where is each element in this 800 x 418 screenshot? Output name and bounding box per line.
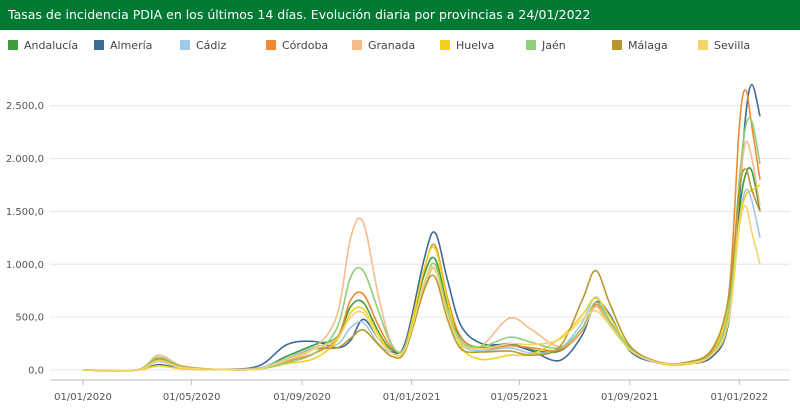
legend-swatch — [180, 40, 190, 50]
legend-swatch — [440, 40, 450, 50]
legend-swatch — [266, 40, 276, 50]
legend-label: Granada — [368, 38, 416, 52]
legend-label: Málaga — [628, 38, 668, 52]
legend-label: Almería — [110, 38, 153, 52]
series-line-jaen[interactable] — [82, 117, 761, 372]
legend-label: Andalucía — [24, 38, 79, 52]
legend-item-huelva[interactable]: Huelva — [440, 36, 494, 54]
legend-item-cordoba[interactable]: Córdoba — [266, 36, 328, 54]
series-line-almeria[interactable] — [82, 83, 761, 372]
x-axis: 01/01/2020 01/05/2020 01/09/2020 01/01/2021… — [50, 379, 790, 403]
y-tick-label: 2.000,0 — [6, 154, 44, 165]
legend-item-malaga[interactable]: Málaga — [612, 36, 668, 54]
legend-swatch — [94, 40, 104, 50]
legend-label: Jaén — [542, 38, 566, 52]
legend-item-granada[interactable]: Granada — [352, 36, 415, 54]
series-lines — [82, 83, 761, 372]
series-line-granada[interactable] — [82, 140, 761, 372]
legend-item-sevilla[interactable]: Sevilla — [698, 36, 750, 54]
legend-label: Cádiz — [196, 38, 227, 52]
legend: Andalucía Almería Cádiz Córdoba Granada … — [0, 36, 800, 54]
legend-item-jaen[interactable]: Jaén — [526, 36, 566, 54]
legend-label: Córdoba — [282, 38, 329, 52]
y-tick-label: 500,0 — [15, 313, 44, 324]
y-axis: 0,0 500,0 1.000,0 1.500,0 2.000,0 2.500,0 — [6, 101, 44, 376]
chart-title: Tasas de incidencia PDIA en los últimos … — [0, 0, 800, 30]
legend-item-andalucia[interactable]: Andalucía — [8, 36, 78, 54]
x-tick-label: 01/01/2022 — [711, 392, 769, 403]
x-tick-label: 01/05/2021 — [491, 392, 549, 403]
legend-item-cadiz[interactable]: Cádiz — [180, 36, 226, 54]
legend-swatch — [612, 40, 622, 50]
legend-label: Huelva — [456, 38, 495, 52]
grid — [50, 105, 790, 371]
x-tick-label: 01/09/2021 — [601, 392, 659, 403]
y-tick-label: 1.000,0 — [6, 260, 44, 271]
x-tick-label: 01/05/2020 — [163, 392, 221, 403]
series-line-cordoba[interactable] — [82, 89, 761, 372]
x-tick-label: 01/09/2020 — [273, 392, 331, 403]
legend-label: Sevilla — [714, 38, 751, 52]
y-tick-label: 0,0 — [28, 366, 44, 377]
x-tick-label: 01/01/2021 — [383, 392, 441, 403]
legend-swatch — [698, 40, 708, 50]
x-tick-label: 01/01/2020 — [54, 392, 112, 403]
legend-item-almeria[interactable]: Almería — [94, 36, 152, 54]
legend-swatch — [526, 40, 536, 50]
series-line-huelva[interactable] — [82, 184, 761, 372]
legend-swatch — [352, 40, 362, 50]
y-tick-label: 1.500,0 — [6, 207, 44, 218]
legend-swatch — [8, 40, 18, 50]
series-line-sevilla[interactable] — [82, 205, 761, 372]
y-tick-label: 2.500,0 — [6, 101, 44, 112]
